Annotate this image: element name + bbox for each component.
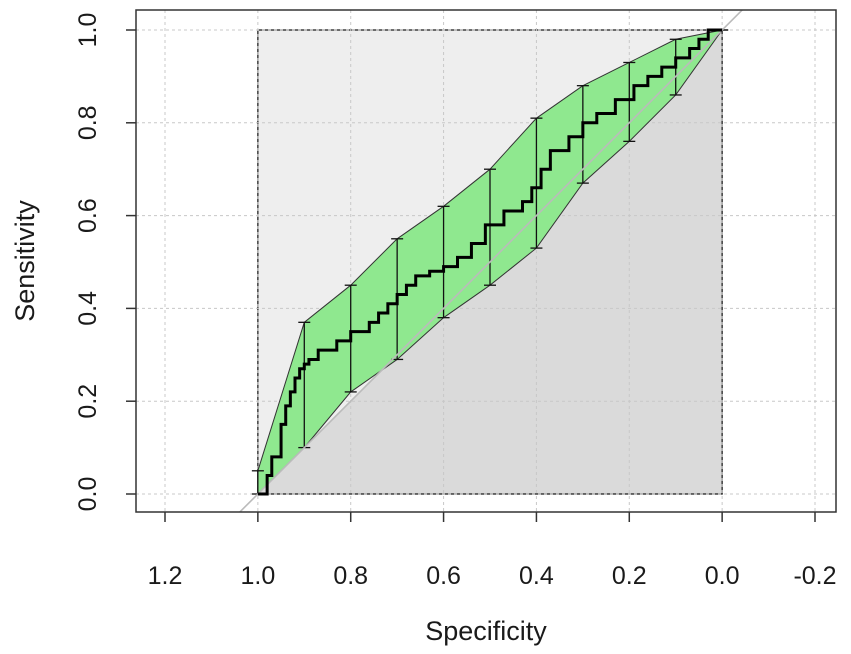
y-tick-label: 0.0 (74, 477, 102, 512)
plot-frame (135, 9, 837, 513)
y-tick-label: 1.0 (74, 13, 102, 48)
x-tick-label: 1.2 (148, 562, 183, 590)
x-tick-label: 1.0 (240, 562, 275, 590)
x-tick-label: 0.0 (705, 562, 740, 590)
x-tick-label: 0.2 (612, 562, 647, 590)
roc-curve-layer (257, 28, 723, 496)
x-tick-label: -0.2 (793, 562, 836, 590)
roc-curve (257, 28, 723, 496)
reference-diagonal (238, 10, 744, 512)
x-tick-label: 0.8 (333, 562, 368, 590)
y-tick-label: 0.4 (74, 291, 102, 326)
y-axis-title: Sensitivity (10, 200, 40, 322)
x-tick-label: 0.4 (519, 562, 554, 590)
y-axis: 0.0 0.2 0.4 0.6 0.8 1.0 (74, 13, 136, 512)
y-tick-label: 0.6 (74, 198, 102, 233)
x-tick-label: 0.6 (426, 562, 461, 590)
x-axis-title: Specificity (425, 616, 547, 646)
y-tick-label: 0.8 (74, 105, 102, 140)
x-axis: 1.2 1.0 0.8 0.6 0.4 0.2 0.0 -0.2 (148, 512, 837, 590)
y-tick-label: 0.2 (74, 384, 102, 419)
diagonal-line (238, 10, 744, 512)
